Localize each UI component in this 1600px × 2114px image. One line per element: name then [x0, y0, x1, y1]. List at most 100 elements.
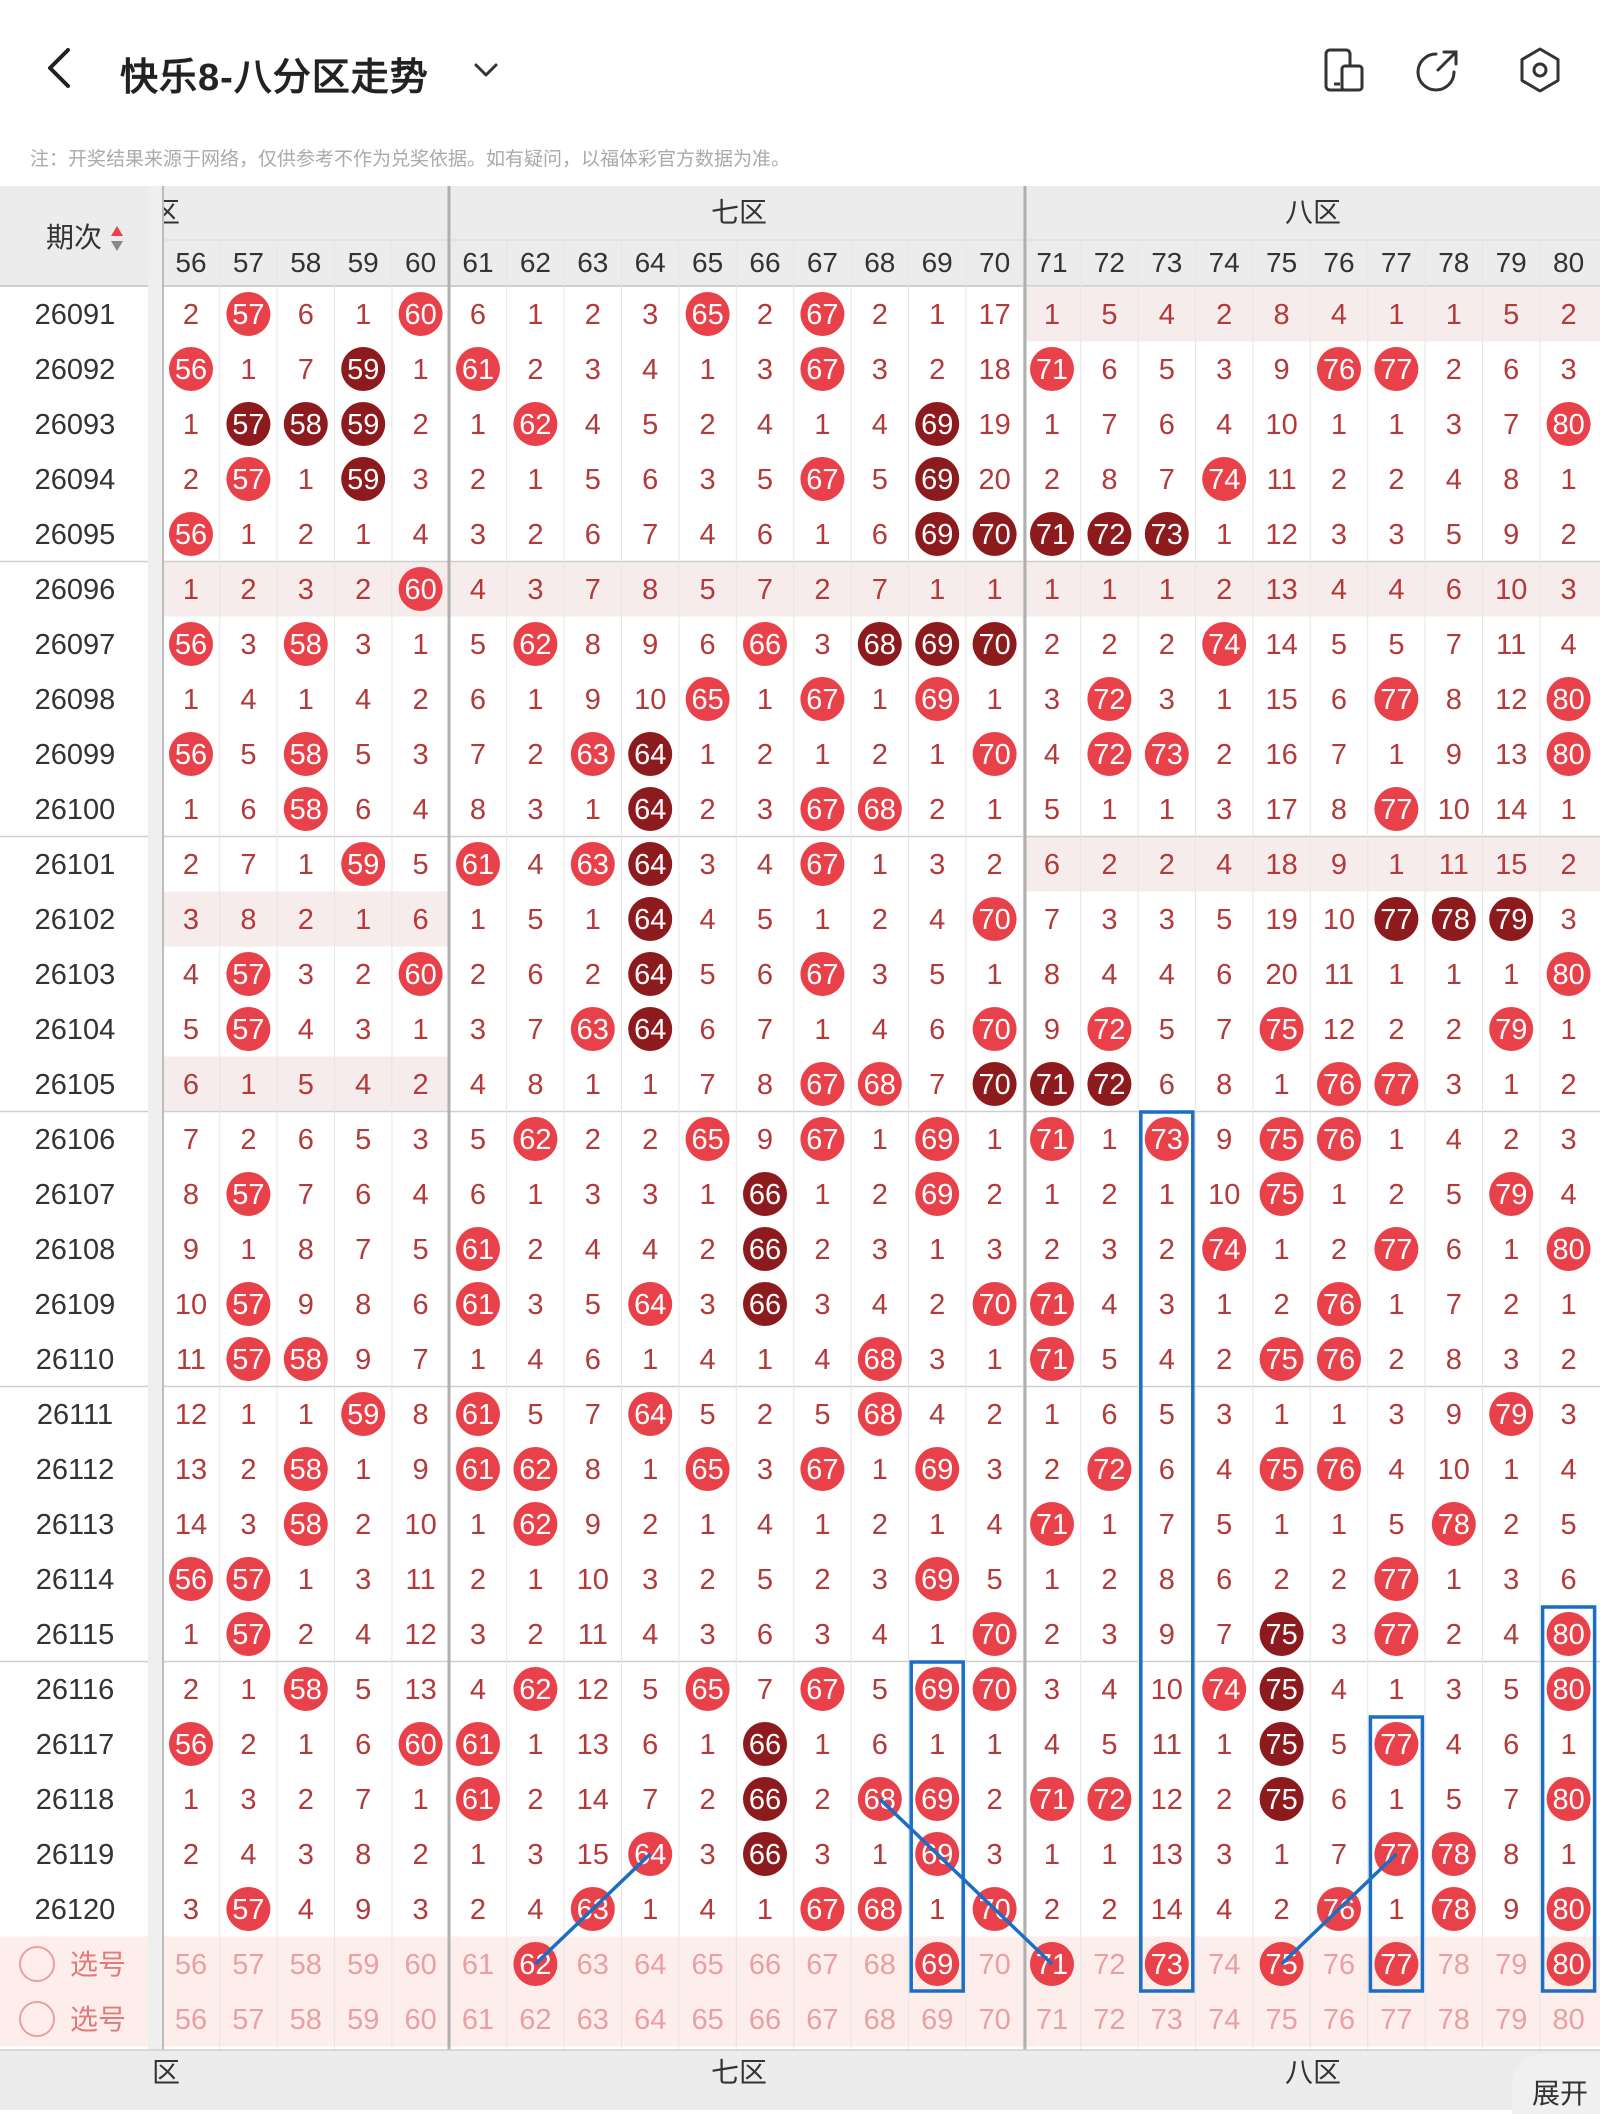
hit-number: 61	[462, 1784, 494, 1816]
hit-ball	[800, 1887, 845, 1931]
miss-count: 1	[1388, 849, 1404, 881]
miss-count: 3	[872, 354, 888, 386]
miss-count: 6	[642, 1729, 658, 1761]
miss-count: 2	[1216, 1344, 1232, 1376]
hit-ball	[570, 1007, 615, 1051]
settings-icon[interactable]	[1516, 46, 1564, 94]
hit-ball	[456, 842, 500, 886]
miss-count: 2	[183, 1674, 199, 1706]
miss-count: 2	[700, 1564, 716, 1596]
hit-ball	[857, 1887, 902, 1931]
selected-ball	[1546, 1942, 1591, 1986]
miss-count: 3	[470, 1014, 486, 1046]
hit-ball	[1431, 1502, 1476, 1546]
miss-count: 6	[1331, 684, 1347, 716]
hit-number: 76	[1323, 1344, 1355, 1376]
hit-number: 61	[462, 1399, 494, 1431]
phone-toggle-icon[interactable]	[1320, 46, 1368, 94]
miss-count: 6	[470, 684, 486, 716]
ghost-number: 68	[864, 2004, 896, 2036]
hit-ball	[628, 732, 673, 776]
ghost-number: 62	[519, 2004, 551, 2036]
miss-count: 2	[929, 794, 945, 826]
hit-number: 75	[1265, 1124, 1297, 1156]
miss-count: 2	[1446, 354, 1462, 386]
chevron-down-icon[interactable]	[470, 54, 502, 86]
miss-count: 3	[1503, 1564, 1519, 1596]
hit-ball	[283, 787, 328, 831]
miss-count: 7	[1331, 739, 1347, 771]
miss-count: 1	[1274, 1069, 1290, 1101]
miss-count: 6	[1044, 849, 1060, 881]
miss-count: 6	[1101, 1399, 1117, 1431]
period-label: 26104	[35, 1014, 116, 1046]
hit-ball	[915, 1117, 960, 1161]
miss-count: 14	[1151, 1894, 1183, 1926]
miss-count: 4	[1331, 299, 1347, 331]
hit-number: 79	[1495, 904, 1527, 936]
miss-count: 4	[355, 1619, 371, 1651]
hit-number: 59	[347, 849, 379, 881]
hit-ball	[1546, 677, 1591, 721]
miss-count: 4	[700, 904, 716, 936]
back-arrow-icon[interactable]	[38, 44, 86, 92]
hit-ball	[972, 1282, 1017, 1326]
miss-count: 9	[757, 1124, 773, 1156]
hit-ball	[226, 292, 271, 336]
hit-number: 72	[1093, 1069, 1125, 1101]
hit-ball	[341, 457, 386, 501]
miss-count: 2	[757, 1399, 773, 1431]
miss-count: 1	[1503, 1454, 1519, 1486]
miss-count: 1	[1561, 1839, 1577, 1871]
miss-count: 5	[1101, 299, 1117, 331]
ghost-number: 67	[806, 2004, 838, 2036]
miss-count: 5	[814, 1399, 830, 1431]
miss-count: 4	[1561, 1179, 1577, 1211]
miss-count: 10	[577, 1564, 609, 1596]
miss-count: 9	[1159, 1619, 1175, 1651]
page-title[interactable]: 快乐8-八分区走势	[120, 57, 429, 99]
hit-ball	[685, 292, 730, 336]
miss-count: 6	[757, 1619, 773, 1651]
miss-count: 8	[585, 629, 601, 661]
hit-ball	[628, 952, 673, 996]
miss-count: 2	[413, 409, 429, 441]
miss-count: 3	[700, 849, 716, 881]
miss-count: 2	[757, 299, 773, 331]
miss-count: 2	[1274, 1564, 1290, 1596]
miss-count: 6	[1446, 574, 1462, 606]
miss-count: 4	[872, 1619, 888, 1651]
miss-count: 5	[700, 1399, 716, 1431]
hit-number: 77	[1380, 1069, 1412, 1101]
hit-ball	[800, 1447, 845, 1491]
hit-ball	[283, 1502, 328, 1546]
expand-button[interactable]: 展开	[1512, 2054, 1600, 2114]
miss-count: 2	[183, 849, 199, 881]
miss-count: 4	[1216, 1894, 1232, 1926]
miss-count: 7	[355, 1234, 371, 1266]
miss-count: 15	[577, 1839, 609, 1871]
miss-count: 8	[527, 1069, 543, 1101]
hit-ball	[341, 842, 386, 886]
miss-count: 4	[1159, 959, 1175, 991]
miss-count: 4	[1331, 1674, 1347, 1706]
share-icon[interactable]	[1414, 46, 1462, 94]
miss-count: 1	[1216, 1289, 1232, 1321]
miss-count: 4	[1561, 1454, 1577, 1486]
miss-count: 3	[1561, 1399, 1577, 1431]
ghost-number: 72	[1093, 2004, 1125, 2036]
period-label: 26102	[35, 904, 116, 936]
period-label: 26097	[35, 629, 116, 661]
selected-number: 80	[1552, 1949, 1584, 1981]
hit-number: 74	[1208, 629, 1240, 661]
miss-count: 1	[413, 1784, 429, 1816]
hit-number: 58	[290, 1674, 322, 1706]
miss-count: 9	[642, 629, 658, 661]
miss-count: 7	[298, 354, 314, 386]
miss-count: 19	[978, 409, 1010, 441]
hit-number: 80	[1552, 1784, 1584, 1816]
miss-count: 1	[700, 1729, 716, 1761]
miss-count: 3	[240, 629, 256, 661]
hit-number: 67	[806, 1674, 838, 1706]
miss-count: 1	[470, 1509, 486, 1541]
